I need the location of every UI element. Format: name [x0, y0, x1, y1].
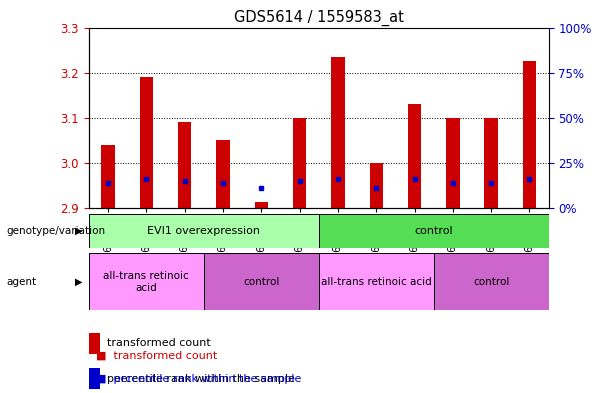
Text: control: control [473, 277, 509, 287]
Text: control: control [243, 277, 280, 287]
Text: ▶: ▶ [75, 277, 82, 287]
Bar [293, 118, 306, 208]
Text: ■  transformed count: ■ transformed count [89, 351, 217, 361]
Bar [140, 77, 153, 208]
Bar [434, 253, 549, 310]
Bar [254, 202, 268, 208]
Bar [204, 253, 319, 310]
Bar [331, 57, 345, 208]
Text: percentile rank within the sample: percentile rank within the sample [107, 374, 295, 384]
Bar [178, 123, 191, 208]
Bar [89, 253, 204, 310]
Bar [446, 118, 460, 208]
Bar [216, 141, 230, 208]
Text: ▶: ▶ [75, 226, 82, 236]
Text: all-trans retinoic
acid: all-trans retinoic acid [104, 271, 189, 293]
Bar [408, 105, 421, 208]
Bar [484, 118, 498, 208]
Bar [370, 163, 383, 208]
Text: agent: agent [6, 277, 36, 287]
Text: ■  percentile rank within the sample: ■ percentile rank within the sample [89, 374, 301, 384]
Text: EVI1 overexpression: EVI1 overexpression [147, 226, 261, 236]
Text: control: control [414, 226, 453, 236]
Bar [319, 214, 549, 248]
Text: all-trans retinoic acid: all-trans retinoic acid [321, 277, 432, 287]
Bar [89, 214, 319, 248]
Bar [319, 253, 434, 310]
Title: GDS5614 / 1559583_at: GDS5614 / 1559583_at [234, 10, 404, 26]
Text: genotype/variation: genotype/variation [6, 226, 105, 236]
Bar [523, 61, 536, 208]
Bar [89, 368, 101, 389]
Bar [101, 145, 115, 208]
Bar [89, 333, 101, 354]
Text: transformed count: transformed count [107, 338, 211, 349]
